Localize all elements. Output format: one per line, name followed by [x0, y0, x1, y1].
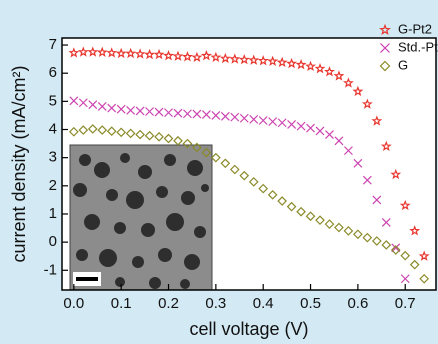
x-tick-label: 0.3	[205, 295, 226, 312]
x-tick-label: 0.0	[63, 295, 84, 312]
y-tick-label: 3	[49, 149, 57, 166]
x-tick-label: 0.7	[395, 295, 416, 312]
y-tick-label: 4	[49, 120, 57, 137]
legend-label: G-Pt2	[398, 21, 432, 36]
y-axis-label: current density (mA/cm²)	[9, 65, 29, 262]
x-tick-label: 0.2	[158, 295, 179, 312]
legend-label: Std.-Pt	[398, 39, 438, 54]
y-tick-label: -1	[44, 261, 57, 278]
y-tick-label: 7	[49, 36, 57, 53]
x-tick-label: 0.1	[111, 295, 132, 312]
x-tick-label: 0.4	[253, 295, 274, 312]
y-tick-label: 5	[49, 92, 57, 109]
y-tick-label: 6	[49, 64, 57, 81]
chart: cell voltage (V) current density (mA/cm²…	[0, 0, 438, 344]
y-tick-label: 0	[49, 233, 57, 250]
x-tick-label: 0.6	[347, 295, 368, 312]
y-tick-label: 1	[49, 205, 57, 222]
x-tick-label: 0.5	[300, 295, 321, 312]
scale-bar	[76, 277, 98, 281]
y-tick-label: 2	[49, 177, 57, 194]
legend-label: G	[398, 57, 408, 72]
legend-marker	[381, 26, 390, 34]
inset-image	[70, 145, 212, 290]
x-axis-label: cell voltage (V)	[189, 319, 308, 339]
